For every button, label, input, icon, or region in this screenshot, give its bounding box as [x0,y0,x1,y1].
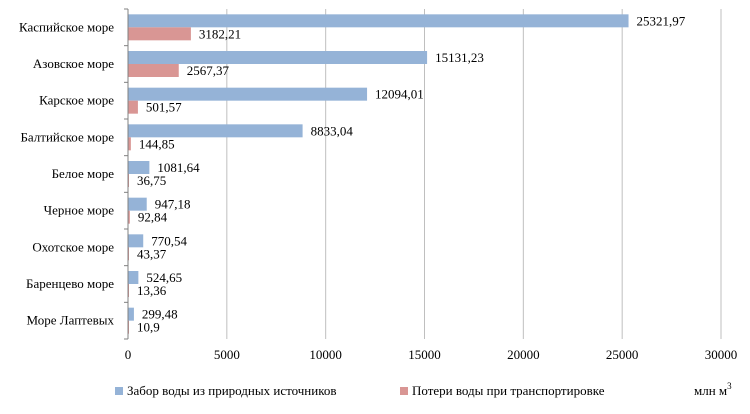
data-label-losses: 13,36 [137,283,167,298]
category-label: Карское море [39,93,114,108]
data-label-intake: 25321,97 [637,13,686,28]
category-label: Море Лаптевых [27,313,115,328]
legend-swatch-intake [115,387,123,395]
unit-label: млн м3 [694,381,732,398]
x-tick-label: 10000 [309,347,342,362]
bar-intake [128,161,150,174]
data-label-losses: 501,57 [146,100,182,115]
bar-intake [128,307,134,321]
legend-label-intake: Забор воды из природных источников [127,383,337,398]
data-label-losses: 10,9 [137,320,160,335]
x-tick-label: 25000 [606,347,639,362]
x-tick-label: 0 [125,347,132,362]
data-label-intake: 8833,04 [311,123,354,138]
data-label-losses: 36,75 [137,173,166,188]
axes: 0 5000 10000 15000 20000 25000 30000 Каспийское… [19,8,738,362]
category-label: Белое море [52,166,115,181]
category-label: Балтийское море [20,129,114,144]
data-label-intake: 770,54 [151,233,187,248]
category-label: Баренцево море [26,276,114,291]
data-labels: 25321,97 3182,21 15131,23 2567,37 12094,01 50… [137,13,686,334]
bar-losses [128,100,138,114]
data-label-losses: 144,85 [139,136,175,151]
category-label: Каспийское море [19,19,114,34]
data-label-losses: 3182,21 [199,26,241,41]
data-label-intake: 947,18 [155,197,191,212]
bar-intake [128,271,139,284]
data-label-intake: 1081,64 [157,160,200,175]
bar-intake [128,234,144,248]
data-label-intake: 524,65 [146,270,182,285]
bars [128,14,629,334]
bar-losses [128,137,131,151]
legend: Забор воды из природных источников Потер… [115,381,732,398]
data-label-intake: 299,48 [142,307,178,322]
x-tick-label: 30000 [705,347,738,362]
bar-intake [128,14,629,28]
data-label-intake: 15131,23 [435,50,484,65]
category-label: Азовское море [33,56,114,71]
data-label-losses: 2567,37 [187,63,230,78]
category-label: Охотское море [32,239,114,254]
bar-losses [128,27,191,41]
x-tick-label: 20000 [507,347,540,362]
legend-label-losses: Потери воды при транспортировке [412,383,605,398]
data-label-intake: 12094,01 [375,87,424,102]
legend-swatch-losses [400,387,408,395]
bar-intake [128,197,147,211]
data-label-losses: 92,84 [138,210,168,225]
bar-losses [128,210,130,224]
bar-intake [128,51,428,64]
x-tick-label: 15000 [408,347,441,362]
bar-intake [128,87,368,101]
data-label-losses: 43,37 [137,246,167,261]
x-tick-label: 5000 [214,347,240,362]
bar-intake [128,124,303,138]
bar-losses [128,64,179,77]
category-label: Черное море [44,203,115,218]
